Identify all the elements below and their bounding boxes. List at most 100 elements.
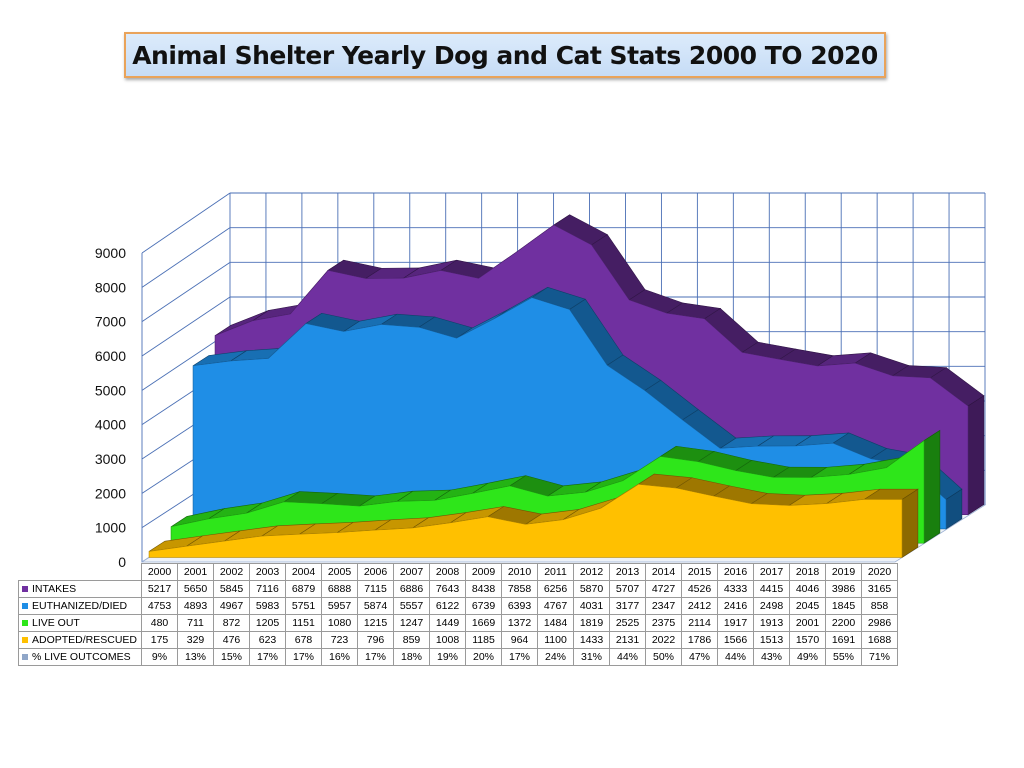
table-cell: 2114 [681, 614, 718, 632]
table-cell: 859 [393, 631, 430, 649]
table-cell: 5217 [141, 580, 178, 598]
table-cell: 1215 [357, 614, 394, 632]
table-cell: 6888 [321, 580, 358, 598]
table-cell: 7858 [501, 580, 538, 598]
year-header: 2008 [429, 563, 466, 581]
legend-swatch [22, 654, 28, 661]
table-cell: 964 [501, 631, 538, 649]
table-cell: 1433 [573, 631, 610, 649]
table-cell: 43% [753, 648, 790, 666]
table-cell: 13% [177, 648, 214, 666]
table-cell: 49% [789, 648, 826, 666]
table-cell: 1484 [537, 614, 574, 632]
table-cell: 1845 [825, 597, 862, 615]
y-tick-label: 8000 [95, 279, 126, 295]
series-end-face [901, 488, 919, 558]
table-cell: 44% [717, 648, 754, 666]
table-cell: 5870 [573, 580, 610, 598]
year-header: 2015 [681, 563, 718, 581]
table-cell: 47% [681, 648, 718, 666]
table-cell: 6393 [501, 597, 538, 615]
legend-swatch [22, 637, 28, 644]
y-tick-label: 0 [118, 554, 126, 570]
table-cell: 175 [141, 631, 178, 649]
table-cell: 2200 [825, 614, 862, 632]
series-legend-label: INTAKES [18, 580, 142, 598]
table-cell: 4727 [645, 580, 682, 598]
y-tick-label: 1000 [95, 520, 126, 536]
year-header: 2007 [393, 563, 430, 581]
table-cell: 6739 [465, 597, 502, 615]
y-tick-label: 4000 [95, 417, 126, 433]
table-cell: 4893 [177, 597, 214, 615]
series-legend-label: LIVE OUT [18, 614, 142, 632]
table-cell: 17% [501, 648, 538, 666]
year-header: 2005 [321, 563, 358, 581]
table-cell: 6886 [393, 580, 430, 598]
table-cell: 16% [321, 648, 358, 666]
table-cell: 8438 [465, 580, 502, 598]
table-cell: 17% [249, 648, 286, 666]
table-cell: 4753 [141, 597, 178, 615]
table-cell: 19% [429, 648, 466, 666]
series-legend-label: EUTHANIZED/DIED [18, 597, 142, 615]
table-cell: 17% [357, 648, 394, 666]
table-cell: 1566 [717, 631, 754, 649]
table-cell: 24% [537, 648, 574, 666]
table-cell: 2045 [789, 597, 826, 615]
table-cell: 1570 [789, 631, 826, 649]
year-header: 2009 [465, 563, 502, 581]
table-cell: 723 [321, 631, 358, 649]
table-cell: 71% [861, 648, 898, 666]
table-cell: 2412 [681, 597, 718, 615]
year-header: 2013 [609, 563, 646, 581]
table-cell: 1185 [465, 631, 502, 649]
table-cell: 1691 [825, 631, 862, 649]
series-front-face [148, 483, 903, 558]
y-tick-label: 6000 [95, 348, 126, 364]
table-cell: 711 [177, 614, 214, 632]
year-header: 2003 [249, 563, 286, 581]
table-cell: 2001 [789, 614, 826, 632]
table-row: EUTHANIZED/DIED 4753 4893 4967 5983 5751 5957 5… [18, 597, 898, 615]
table-cell: 4046 [789, 580, 826, 598]
y-tick-label: 7000 [95, 314, 126, 330]
table-cell: 1205 [249, 614, 286, 632]
year-header: 2010 [501, 563, 538, 581]
table-cell: 1008 [429, 631, 466, 649]
table-cell: 1080 [321, 614, 358, 632]
table-cell: 3165 [861, 580, 898, 598]
table-cell: 796 [357, 631, 394, 649]
table-cell: 5650 [177, 580, 214, 598]
legend-text: ADOPTED/RESCUED [32, 634, 138, 646]
table-cell: 2986 [861, 614, 898, 632]
grid-side-line [141, 192, 231, 254]
table-cell: 7116 [249, 580, 286, 598]
table-cell: 2525 [609, 614, 646, 632]
table-cell: 4767 [537, 597, 574, 615]
legend-text: EUTHANIZED/DIED [32, 600, 128, 612]
table-cell: 1151 [285, 614, 322, 632]
table-cell: 4967 [213, 597, 250, 615]
table-cell: 623 [249, 631, 286, 649]
table-cell: 1688 [861, 631, 898, 649]
table-cell: 1669 [465, 614, 502, 632]
table-cell: 5845 [213, 580, 250, 598]
table-cell: 6122 [429, 597, 466, 615]
table-cell: 9% [141, 648, 178, 666]
year-header: 2000 [141, 563, 178, 581]
chart-title-box: Animal Shelter Yearly Dog and Cat Stats … [124, 32, 886, 78]
table-cell: 3177 [609, 597, 646, 615]
y-tick-label: 3000 [95, 451, 126, 467]
y-tick-label: 2000 [95, 485, 126, 501]
table-cell: 50% [645, 648, 682, 666]
table-row: ADOPTED/RESCUED 175 329 476 623 678 723 796 859 1… [18, 631, 898, 649]
table-cell: 1913 [753, 614, 790, 632]
table-cell: 5983 [249, 597, 286, 615]
table-cell: 2375 [645, 614, 682, 632]
table-cell: 2022 [645, 631, 682, 649]
series-legend-label: ADOPTED/RESCUED [18, 631, 142, 649]
table-cell: 55% [825, 648, 862, 666]
table-cell: 858 [861, 597, 898, 615]
